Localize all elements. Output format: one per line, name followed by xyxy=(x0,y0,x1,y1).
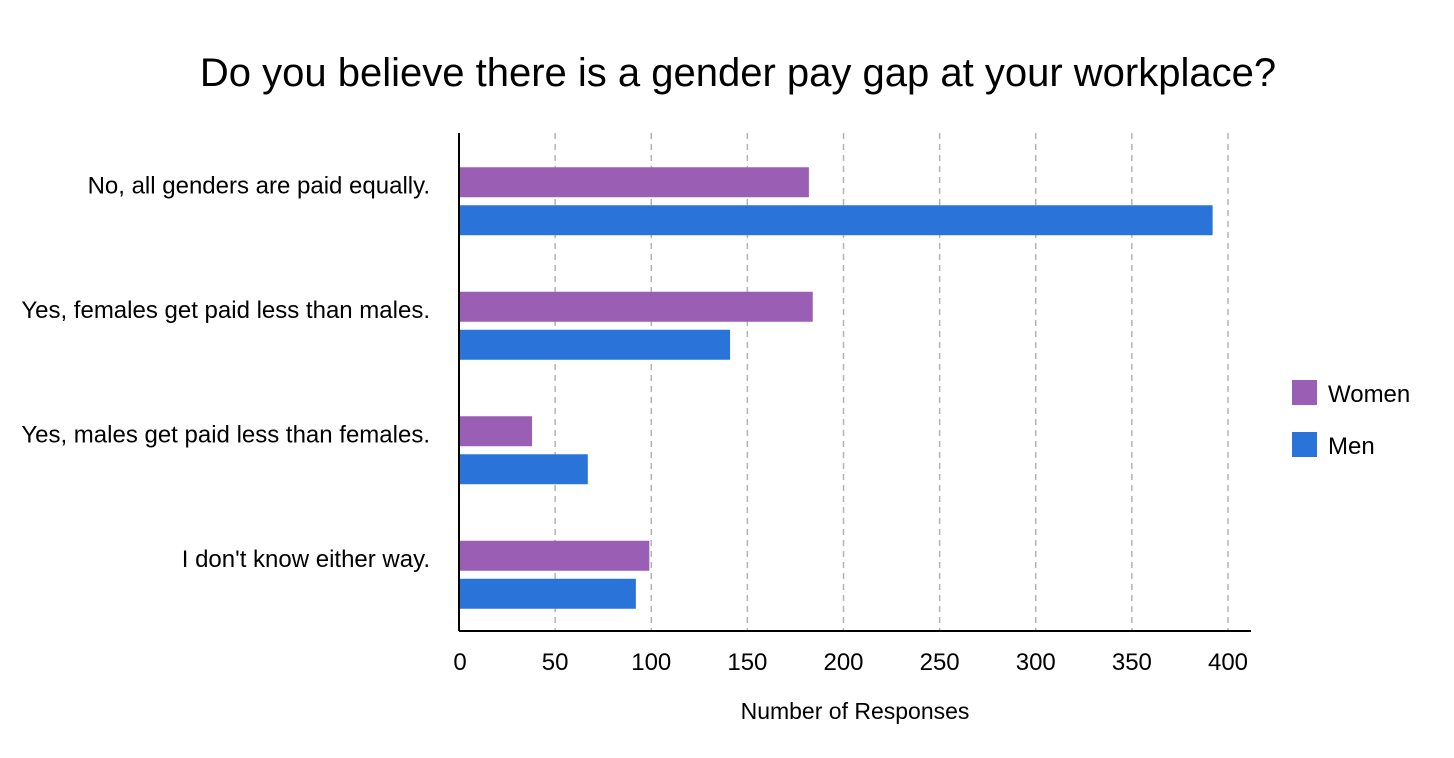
bar-women xyxy=(459,416,533,447)
x-tick-label: 50 xyxy=(542,649,569,676)
x-tick-label: 400 xyxy=(1208,649,1248,676)
axes xyxy=(458,133,1251,632)
chart-title: Do you believe there is a gender pay gap… xyxy=(200,51,1276,95)
x-tick-label: 250 xyxy=(920,649,960,676)
bars xyxy=(459,167,1213,609)
category-label: No, all genders are paid equally. xyxy=(88,172,430,199)
bar-men xyxy=(459,205,1213,236)
bar-men xyxy=(459,329,731,360)
legend: Women Men xyxy=(1292,380,1410,460)
bar-women xyxy=(459,291,813,322)
legend-label: Men xyxy=(1328,433,1375,460)
x-tick-label: 200 xyxy=(823,649,863,676)
x-tick-label: 100 xyxy=(631,649,671,676)
category-labels: No, all genders are paid equally. Yes, fe… xyxy=(21,172,430,573)
legend-label: Women xyxy=(1328,381,1410,408)
legend-swatch-men xyxy=(1292,432,1317,457)
bar-women xyxy=(459,167,809,198)
x-axis-title: Number of Responses xyxy=(741,698,970,724)
category-label: I don't know either way. xyxy=(182,546,430,573)
legend-swatch-women xyxy=(1292,380,1317,405)
bar-men xyxy=(459,454,588,485)
bar-men xyxy=(459,578,636,609)
bar-women xyxy=(459,540,650,571)
x-tick-labels: 0 50 100 150 200 250 300 350 400 xyxy=(453,649,1248,676)
x-tick-label: 0 xyxy=(453,649,466,676)
x-tick-label: 300 xyxy=(1016,649,1056,676)
category-label: Yes, males get paid less than females. xyxy=(21,421,430,448)
x-tick-label: 350 xyxy=(1112,649,1152,676)
x-tick-label: 150 xyxy=(727,649,767,676)
category-label: Yes, females get paid less than males. xyxy=(21,297,430,324)
